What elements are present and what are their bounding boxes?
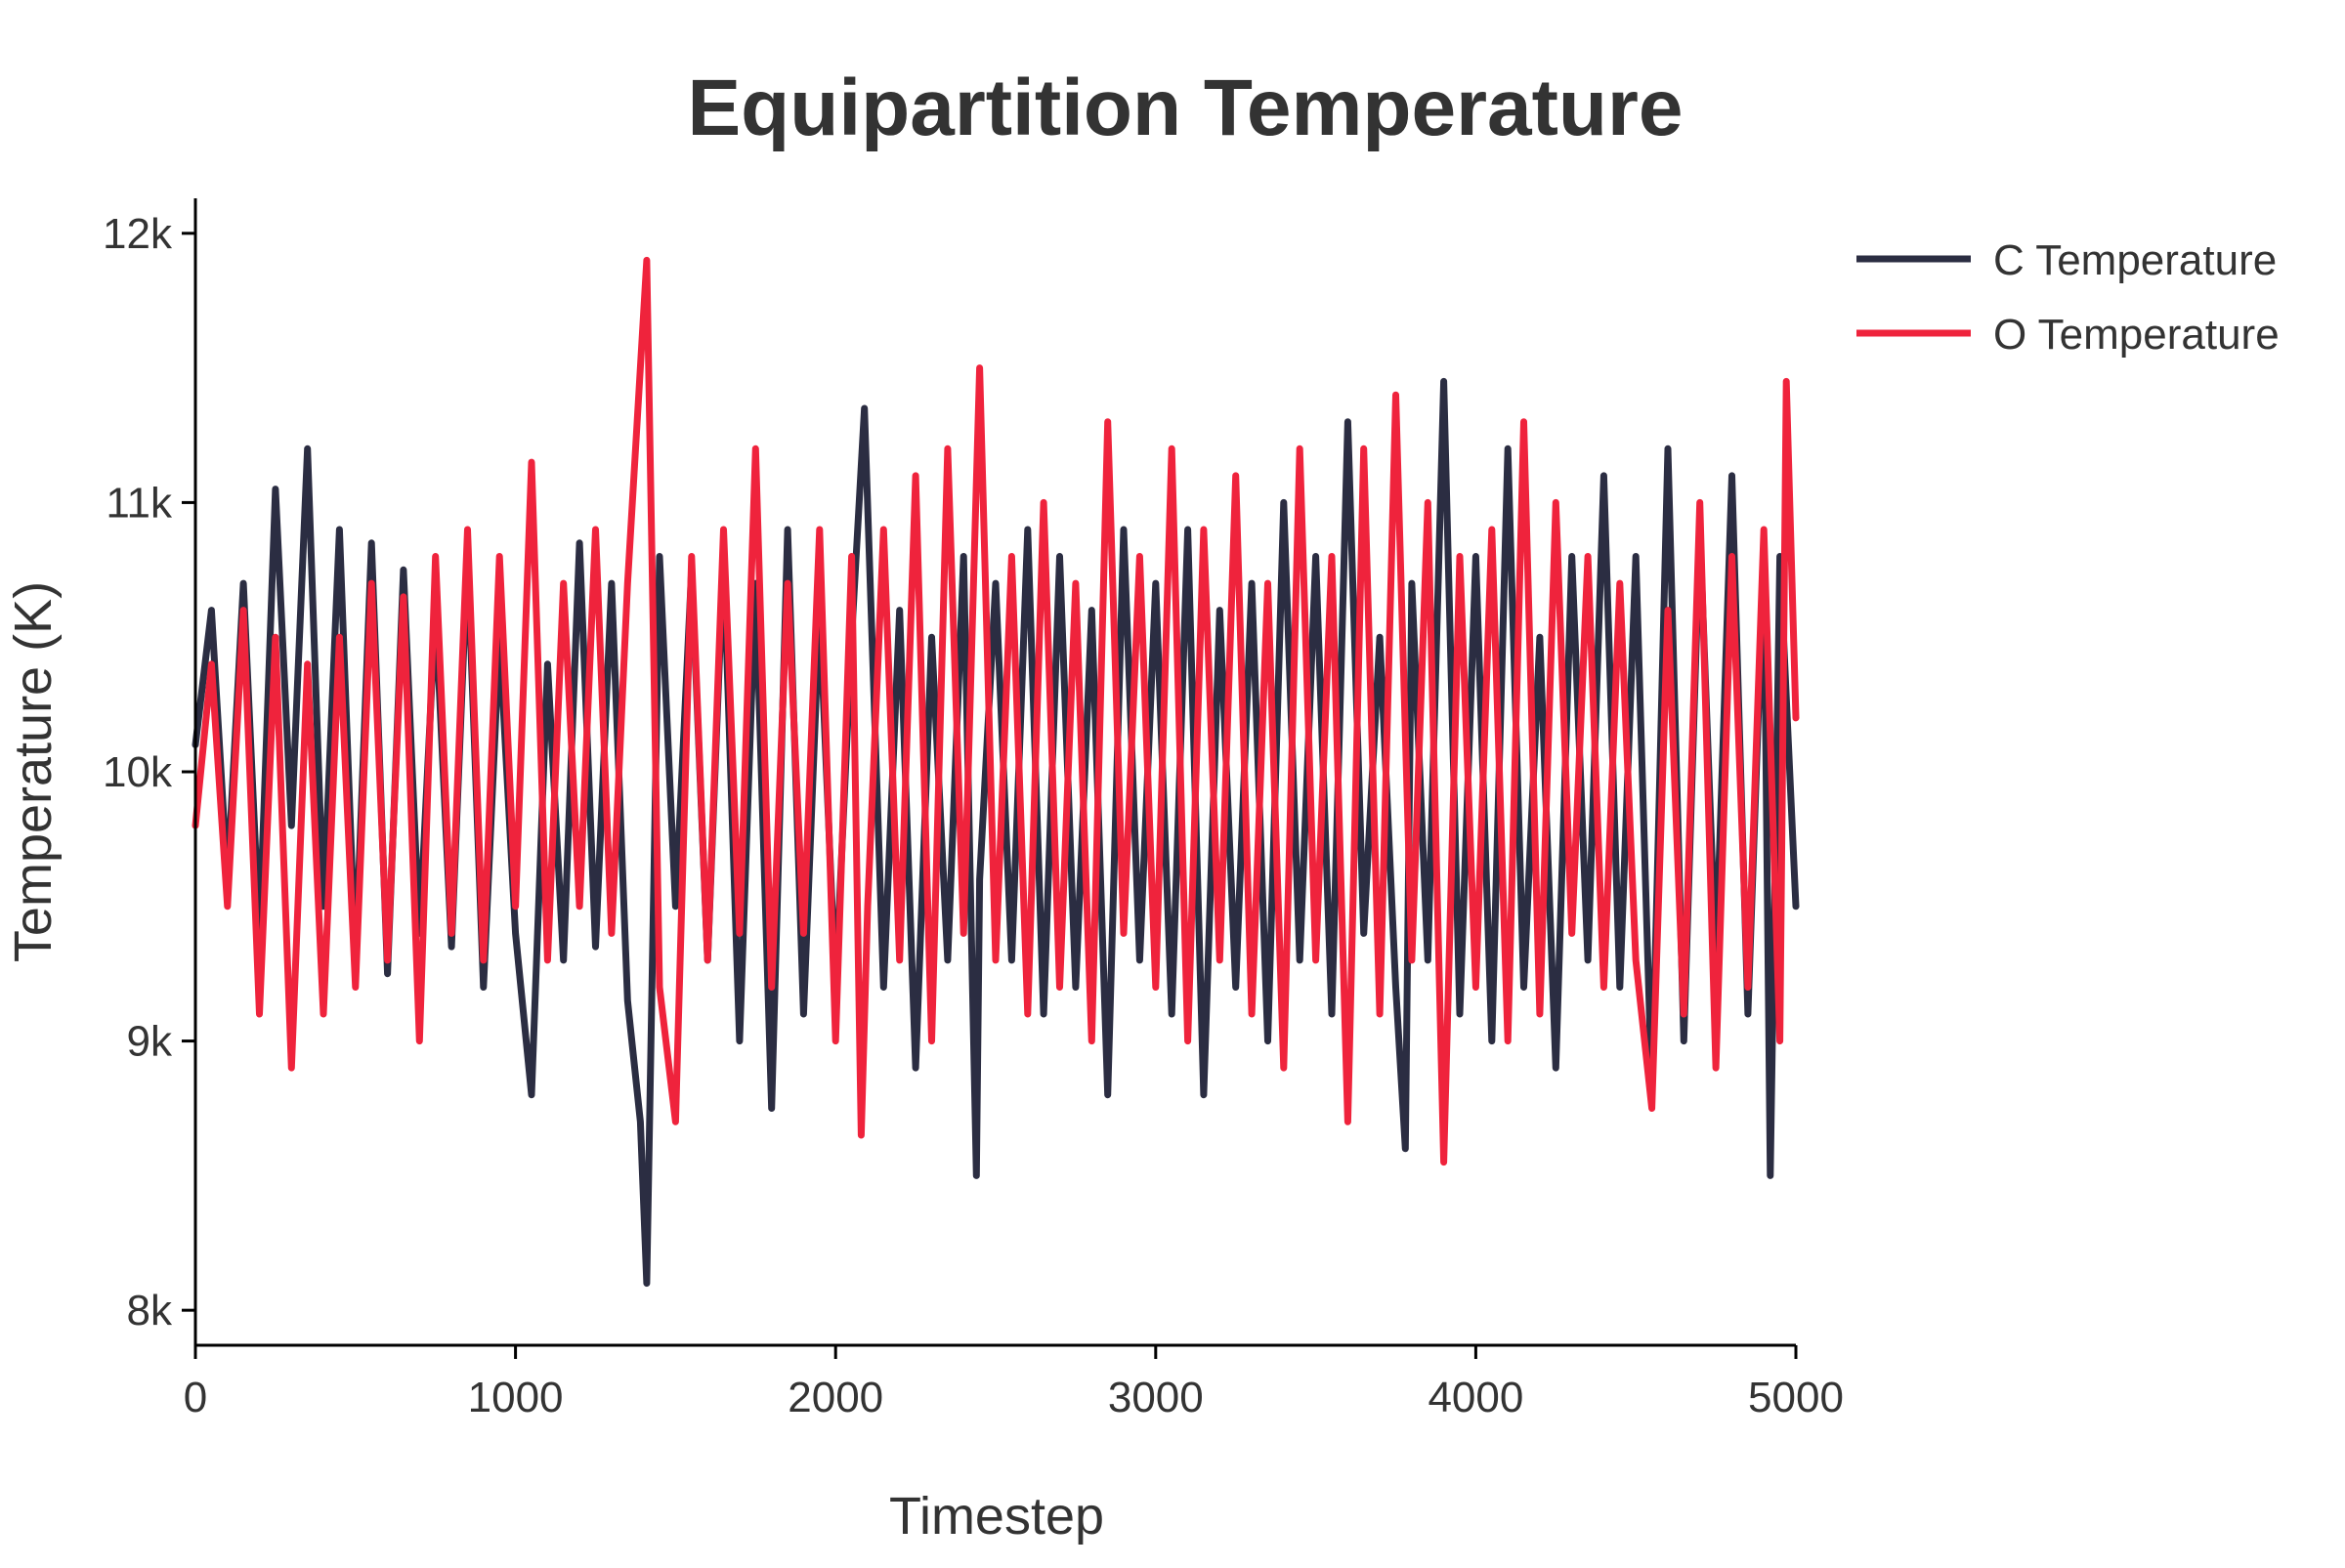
legend-label: C Temperature xyxy=(1993,236,2277,284)
x-axis-ticks: 0 1000 2000 3000 4000 5000 xyxy=(184,1345,1844,1421)
y-axis-label: Temperature (K) xyxy=(4,581,63,962)
x-tick-label: 1000 xyxy=(468,1374,564,1421)
plot-area xyxy=(192,256,1800,1288)
series-line-o-temperature xyxy=(192,256,1800,1166)
x-tick-label: 2000 xyxy=(788,1374,883,1421)
x-axis-label: Timestep xyxy=(889,1487,1104,1546)
legend: C Temperature O Temperature xyxy=(1856,236,2280,359)
y-tick-label: 8k xyxy=(127,1287,173,1335)
x-tick-label: 4000 xyxy=(1428,1374,1523,1421)
y-tick-label: 10k xyxy=(103,748,173,796)
x-tick-label: 5000 xyxy=(1748,1374,1844,1421)
y-tick-label: 9k xyxy=(127,1018,173,1066)
x-tick-label: 0 xyxy=(184,1374,207,1421)
y-tick-label: 11k xyxy=(106,479,173,527)
y-tick-label: 12k xyxy=(103,210,173,258)
legend-label: O Temperature xyxy=(1993,311,2280,359)
x-tick-label: 3000 xyxy=(1108,1374,1204,1421)
chart-title: Equipartition Temperature xyxy=(687,64,1683,152)
y-axis-ticks: 8k 9k 10k 11k 12k xyxy=(103,210,195,1335)
